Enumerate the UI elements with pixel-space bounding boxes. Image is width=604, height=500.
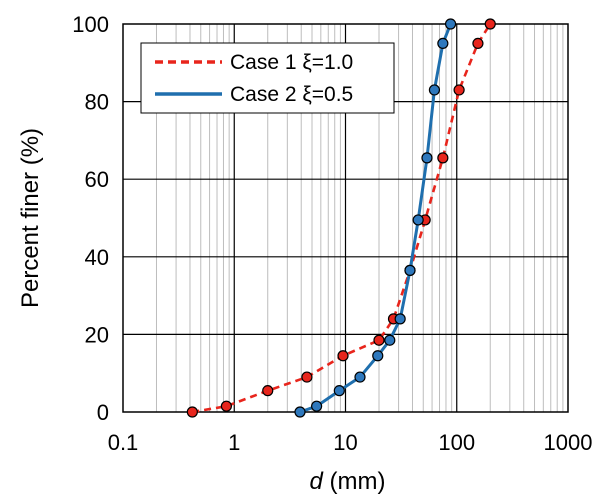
series-case-2 xyxy=(294,18,457,418)
data-point xyxy=(311,400,323,412)
data-point xyxy=(337,350,349,362)
x-tick-label: 10 xyxy=(333,430,357,455)
data-point xyxy=(444,18,457,30)
data-point xyxy=(484,18,496,30)
legend: Case 1 ξ=1.0 Case 2 ξ=0.5 xyxy=(140,42,395,114)
x-axis-title: d (mm) xyxy=(310,468,386,495)
x-tick-label: 0.1 xyxy=(108,430,139,455)
data-point xyxy=(372,350,384,362)
legend-box xyxy=(140,42,395,114)
data-series xyxy=(186,18,496,418)
data-point xyxy=(412,214,424,226)
y-tick-label: 100 xyxy=(72,12,109,37)
legend-label-case-2: Case 2 ξ=0.5 xyxy=(230,83,353,106)
y-tick-label: 80 xyxy=(85,90,109,115)
data-point xyxy=(354,371,366,383)
x-axis-unit: (mm) xyxy=(323,468,386,495)
data-point xyxy=(453,84,465,96)
x-axis-variable: d xyxy=(310,468,324,495)
data-point xyxy=(373,334,385,346)
plot-frame xyxy=(122,23,569,413)
x-tick-label: 1000 xyxy=(544,430,593,455)
y-axis-title: Percent finer (%) xyxy=(17,128,44,308)
data-point xyxy=(294,406,306,418)
data-point xyxy=(421,152,433,164)
y-tick-label: 40 xyxy=(85,245,109,270)
data-point xyxy=(404,264,416,276)
data-point xyxy=(333,385,345,397)
y-tick-label: 0 xyxy=(97,400,109,425)
data-point xyxy=(428,84,441,96)
x-tick-label: 100 xyxy=(438,430,475,455)
x-tick-label: 1 xyxy=(228,430,240,455)
data-point xyxy=(437,37,449,50)
data-point xyxy=(384,334,396,346)
y-tick-label: 20 xyxy=(85,322,109,347)
x-axis-ticks: 0.1 1 10 100 1000 xyxy=(108,430,593,455)
data-point xyxy=(472,37,484,50)
legend-label-case-1: Case 1 ξ=1.0 xyxy=(230,51,353,74)
data-point xyxy=(220,400,232,412)
data-point xyxy=(437,152,449,164)
y-axis-ticks: 0 20 40 60 80 100 xyxy=(72,12,109,425)
y-tick-label: 60 xyxy=(85,167,109,192)
data-point xyxy=(394,313,406,325)
data-point xyxy=(186,406,198,418)
data-point xyxy=(301,371,313,383)
data-point xyxy=(262,385,274,397)
